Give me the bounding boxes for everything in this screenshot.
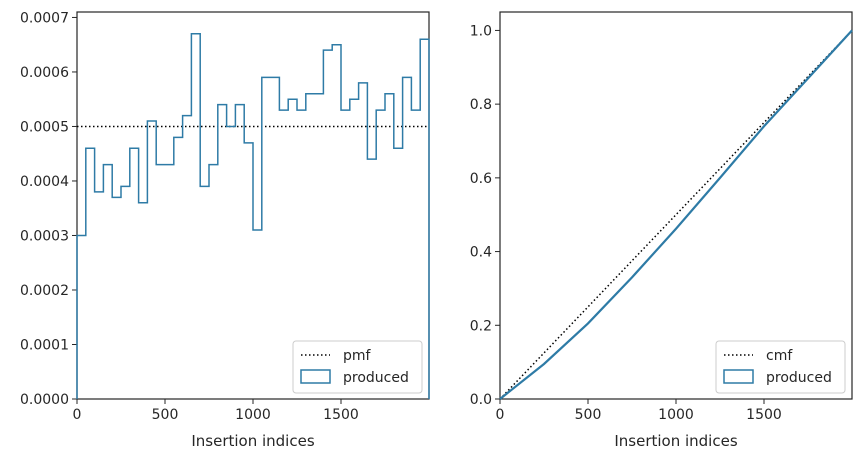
legend-label-produced: produced — [766, 370, 832, 386]
series-layer — [76, 33, 430, 399]
cmf-panel: 0.0 0.2 0.4 0.6 0.8 1.0 0 500 1000 1500 Insertio… — [470, 11, 853, 450]
y-tick-label: 0.0004 — [20, 174, 69, 190]
x-tick-label: 1500 — [746, 407, 782, 423]
x-axis-label: Insertion indices — [614, 432, 737, 450]
legend: cmf produced — [715, 340, 846, 394]
series-produced-line — [499, 29, 853, 400]
legend-label-produced: produced — [343, 370, 409, 386]
y-tick-label: 0.0002 — [20, 283, 69, 299]
y-axis: 0.0000 0.0001 0.0002 0.0003 0.0004 0.0005 0.00… — [20, 10, 77, 408]
legend-box — [715, 340, 846, 394]
legend-swatch-produced — [723, 369, 754, 384]
x-tick-label: 1500 — [323, 407, 359, 423]
x-tick-label: 1000 — [235, 407, 271, 423]
series-produced-histogram — [76, 33, 430, 399]
x-tick-label: 0 — [496, 407, 505, 423]
y-tick-label: 0.2 — [470, 318, 492, 334]
legend: pmf produced — [292, 340, 423, 394]
x-tick-label: 0 — [73, 407, 82, 423]
y-tick-label: 0.0003 — [20, 228, 69, 244]
series-layer — [499, 29, 853, 400]
y-tick-label: 0.8 — [470, 97, 492, 113]
legend-label-cmf: cmf — [766, 348, 793, 364]
pmf-panel: 0.0000 0.0001 0.0002 0.0003 0.0004 0.0005 0.00… — [20, 10, 430, 450]
y-tick-label: 0.0006 — [20, 65, 69, 81]
x-axis: 0 500 1000 1500 — [496, 399, 782, 423]
y-tick-label: 0.0007 — [20, 10, 69, 26]
series-cmf-line — [499, 29, 853, 400]
x-tick-label: 500 — [575, 407, 602, 423]
y-tick-label: 0.0000 — [20, 392, 69, 408]
y-tick-label: 1.0 — [470, 23, 492, 39]
y-tick-label: 0.0 — [470, 392, 492, 408]
legend-label-pmf: pmf — [343, 348, 372, 364]
y-tick-label: 0.4 — [470, 245, 492, 261]
legend-swatch-produced — [300, 369, 331, 384]
y-tick-label: 0.0001 — [20, 337, 69, 353]
y-tick-label: 0.0005 — [20, 119, 69, 135]
x-tick-label: 500 — [152, 407, 179, 423]
x-tick-label: 1000 — [658, 407, 694, 423]
x-axis: 0 500 1000 1500 — [73, 399, 359, 423]
y-axis: 0.0 0.2 0.4 0.6 0.8 1.0 — [470, 23, 500, 408]
x-axis-label: Insertion indices — [191, 432, 314, 450]
y-tick-label: 0.6 — [470, 171, 492, 187]
legend-box — [292, 340, 423, 394]
